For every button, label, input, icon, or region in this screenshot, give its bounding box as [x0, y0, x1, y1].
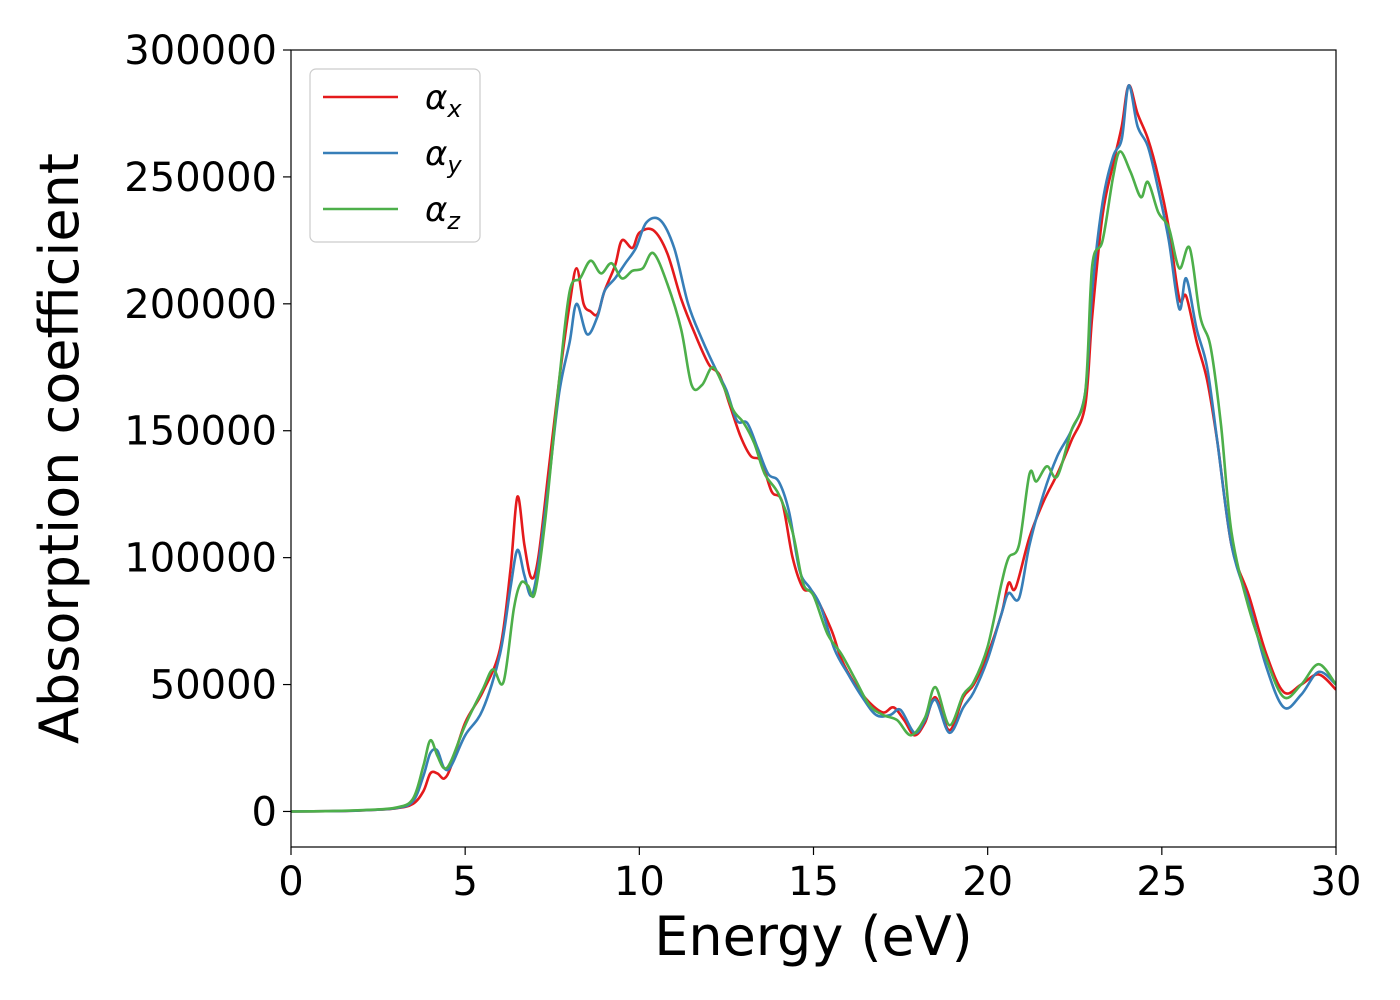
x-tick-label: 15 [788, 859, 839, 905]
x-tick-label: 0 [278, 859, 303, 905]
x-tick-label: 20 [962, 859, 1013, 905]
x-tick-label: 25 [1136, 859, 1187, 905]
x-tick-label: 5 [452, 859, 477, 905]
series-line-y [291, 84, 1336, 813]
y-axis: 0 50000 100000 150000 200000 250000 300000 [124, 28, 291, 835]
x-axis: 0 5 10 15 20 25 30 [278, 847, 1361, 905]
legend: αx αy αz [309, 68, 481, 243]
y-tick-label: 100000 [124, 536, 277, 582]
x-tick-label: 30 [1311, 859, 1362, 905]
x-axis-title: Energy (eV) [654, 905, 973, 968]
series-line-z [291, 150, 1336, 813]
y-tick-label: 0 [252, 789, 277, 835]
x-tick-label: 10 [614, 859, 665, 905]
legend-label: αy [425, 134, 462, 179]
y-tick-label: 50000 [150, 663, 277, 709]
legend-label: αx [425, 78, 462, 123]
y-axis-title: Absorption coefficient [28, 153, 91, 744]
y-tick-label: 150000 [124, 409, 277, 455]
legend-label: αz [425, 190, 461, 235]
y-tick-label: 200000 [124, 282, 277, 328]
y-tick-label: 300000 [124, 28, 277, 74]
y-tick-label: 250000 [124, 155, 277, 201]
legend-box [309, 68, 481, 243]
series-layer [291, 84, 1336, 813]
